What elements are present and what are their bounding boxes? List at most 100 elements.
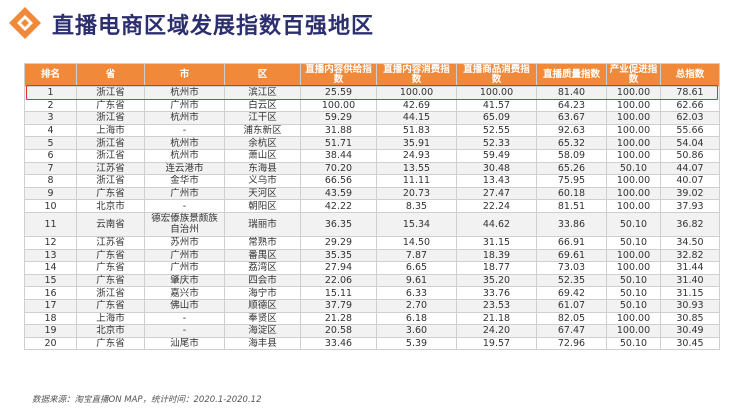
- table-row: 2 广东省 广州市 白云区 100.00 42.69 41.57 64.23 100.00 62.…: [24, 98, 720, 113]
- table-cell: 滨江区: [224, 86, 301, 100]
- table-cell: 33.76: [456, 286, 537, 300]
- table-cell: 16: [24, 286, 77, 300]
- table-cell: 余杭区: [224, 136, 301, 150]
- table-cell: 32.82: [660, 248, 720, 263]
- table-row: 19 北京市 - 海淀区 20.58 3.60 24.20 67.47 100.00 30.49: [24, 324, 720, 338]
- table-cell: 天河区: [224, 186, 301, 201]
- table-cell: 11: [24, 211, 77, 237]
- table-cell: 肇庆市: [144, 273, 225, 288]
- table-row: 9 广东省 广州市 天河区 43.59 20.73 27.47 60.18 100.00 39.0…: [24, 186, 720, 201]
- table-cell: 70.20: [300, 161, 377, 176]
- table-cell: 33.86: [536, 211, 607, 237]
- table-cell: 100.00: [376, 86, 457, 100]
- table-cell: 6.33: [376, 286, 457, 300]
- table-row: 10 北京市 - 朝阳区 42.22 8.35 22.24 81.51 100.00 37.93: [24, 199, 720, 213]
- table-row: 7 江苏省 连云港市 东海县 70.20 13.55 30.48 65.26 50.10 44.0…: [24, 161, 720, 176]
- table-cell: 江苏省: [76, 161, 145, 176]
- table-cell: 67.47: [536, 324, 607, 338]
- table-cell: 62.66: [660, 98, 720, 113]
- table-cell: 浙江省: [76, 286, 145, 300]
- table-row: 16 浙江省 嘉兴市 海宁市 15.11 6.33 33.76 69.42 50.10 31.15: [24, 286, 720, 300]
- table-cell: 39.02: [660, 186, 720, 201]
- table-row: 1 浙江省 杭州市 滨江区 25.59 100.00 100.00 81.40 100.00 78…: [24, 86, 720, 100]
- table-cell: 50.10: [606, 211, 661, 237]
- table-cell: 9.61: [376, 273, 457, 288]
- table-cell: 52.55: [456, 123, 537, 138]
- table-cell: 50.10: [606, 273, 661, 288]
- table-cell: 金华市: [144, 174, 225, 188]
- table-cell: 100.00: [456, 86, 537, 100]
- table-cell: 36.82: [660, 211, 720, 237]
- header-content-consumption: 直播内容消费指数: [376, 63, 457, 87]
- table-header-row: 排名 省 市 区 直播内容供给指数 直播内容消费指数 直播商品消费指数 直播质量…: [24, 63, 720, 87]
- table-cell: 4: [24, 123, 77, 138]
- table-cell: 20.73: [376, 186, 457, 201]
- table-cell: 10: [24, 199, 77, 213]
- table-row: 20 广东省 汕尾市 海丰县 33.46 5.39 19.57 72.96 50.10 30.45: [24, 336, 720, 351]
- table-cell: 27.94: [300, 261, 377, 275]
- table-cell: 21.28: [300, 311, 377, 326]
- table-cell: 嘉兴市: [144, 286, 225, 300]
- table-cell: 海淀区: [224, 324, 301, 338]
- table-cell: -: [144, 123, 225, 138]
- table-cell: 12: [24, 235, 77, 250]
- table-cell: 63.67: [536, 111, 607, 125]
- table-cell: 荔湾区: [224, 261, 301, 275]
- table-cell: 北京市: [76, 324, 145, 338]
- table-cell: 13.43: [456, 174, 537, 188]
- table-cell: 92.63: [536, 123, 607, 138]
- table-cell: 广东省: [76, 261, 145, 275]
- table-cell: 四会市: [224, 273, 301, 288]
- table-cell: 73.03: [536, 261, 607, 275]
- table-cell: 100.00: [606, 111, 661, 125]
- table-cell: 广州市: [144, 248, 225, 263]
- table-cell: 61.07: [536, 298, 607, 313]
- table-cell: 7.87: [376, 248, 457, 263]
- table-cell: 浙江省: [76, 136, 145, 150]
- table-cell: 65.26: [536, 161, 607, 176]
- header-total: 总指数: [660, 63, 720, 87]
- table-cell: -: [144, 311, 225, 326]
- table-cell: 云南省: [76, 211, 145, 237]
- table-cell: 苏州市: [144, 235, 225, 250]
- table-cell: 19.57: [456, 336, 537, 351]
- table-cell: 29.29: [300, 235, 377, 250]
- table-cell: 浙江省: [76, 111, 145, 125]
- table-cell: 浙江省: [76, 86, 145, 100]
- table-cell: 3.60: [376, 324, 457, 338]
- table-cell: 30.93: [660, 298, 720, 313]
- table-cell: 31.88: [300, 123, 377, 138]
- header-city: 市: [144, 63, 225, 87]
- table-cell: 44.62: [456, 211, 537, 237]
- table-row: 18 上海市 - 奉贤区 21.28 6.18 21.18 82.05 100.00 30.85: [24, 311, 720, 326]
- table-cell: 1: [24, 86, 77, 100]
- table-cell: 萧山区: [224, 148, 301, 163]
- table-cell: 100.00: [606, 248, 661, 263]
- table-cell: 18.77: [456, 261, 537, 275]
- table-cell: 广东省: [76, 98, 145, 113]
- table-cell: 浙江省: [76, 148, 145, 163]
- table-row: 11 云南省 德宏傣族景颇族自治州 瑞丽市 36.35 15.34 44.62 33.86 50…: [24, 211, 720, 237]
- table-cell: 杭州市: [144, 86, 225, 100]
- table-cell: 白云区: [224, 98, 301, 113]
- table-cell: 50.10: [606, 298, 661, 313]
- table-cell: 100.00: [606, 324, 661, 338]
- table-cell: 44.07: [660, 161, 720, 176]
- table-cell: 54.04: [660, 136, 720, 150]
- table-row: 13 广东省 广州市 番禺区 35.35 7.87 18.39 69.61 100.00 32.8…: [24, 248, 720, 263]
- table-cell: 海丰县: [224, 336, 301, 351]
- table-cell: 6.65: [376, 261, 457, 275]
- table-cell: 62.03: [660, 111, 720, 125]
- table-cell: 30.85: [660, 311, 720, 326]
- table-cell: 50.10: [606, 286, 661, 300]
- table-cell: 顺德区: [224, 298, 301, 313]
- table-cell: 2.70: [376, 298, 457, 313]
- table-cell: 38.44: [300, 148, 377, 163]
- table-cell: 81.51: [536, 199, 607, 213]
- table-row: 17 广东省 佛山市 顺德区 37.79 2.70 23.53 61.07 50.10 30.93: [24, 298, 720, 313]
- table-cell: 100.00: [606, 86, 661, 100]
- table-cell: 瑞丽市: [224, 211, 301, 237]
- table-cell: 6.18: [376, 311, 457, 326]
- table-cell: 65.32: [536, 136, 607, 150]
- table-cell: 52.33: [456, 136, 537, 150]
